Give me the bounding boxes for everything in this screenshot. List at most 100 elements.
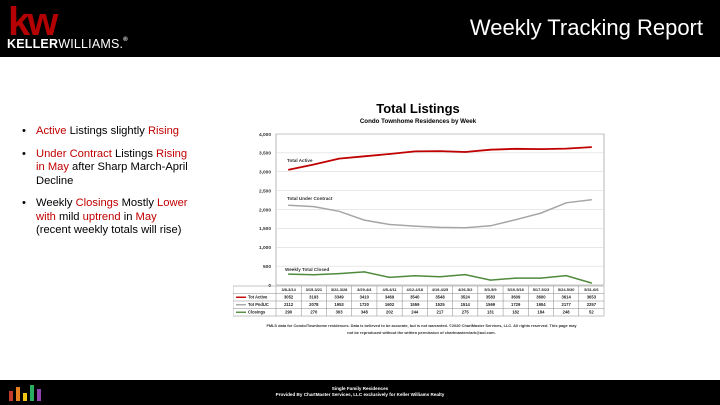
x-tick-label: 4/26-5/2 [458, 287, 473, 292]
bullet-text-segment: Weekly [36, 197, 76, 209]
y-tick-label: 2,500 [259, 188, 271, 194]
data-label: 3193 [309, 295, 319, 300]
data-label: 3600 [536, 295, 546, 300]
bullet-item-2: Under Contract Listings Rising in May af… [22, 148, 192, 189]
bullet-text-segment: Lower with [36, 197, 188, 223]
data-point [388, 153, 391, 155]
bullet-text-segment: in [120, 210, 136, 223]
data-label: 1569 [486, 302, 496, 307]
legend-entry: Tot PndUC [248, 302, 269, 307]
bullet-text-segment: May [135, 210, 157, 223]
data-label: 1559 [410, 302, 420, 307]
data-label: 1525 [435, 302, 445, 307]
data-point [489, 279, 492, 281]
data-point [363, 155, 366, 157]
keller-williams-logo-icon: kw [8, 4, 62, 40]
data-label: 1720 [360, 302, 370, 307]
data-label: 217 [437, 310, 445, 315]
data-label: 2078 [309, 302, 319, 307]
x-tick-label: 5/31-6/6 [584, 287, 599, 292]
data-point [414, 150, 416, 153]
data-point [313, 163, 315, 166]
data-point [540, 148, 542, 150]
data-point [338, 210, 340, 212]
data-point [439, 276, 441, 278]
data-label: 2112 [284, 302, 294, 307]
logo-bar [37, 389, 41, 401]
data-label: 3349 [334, 295, 344, 300]
data-point [565, 274, 567, 277]
legend-entry: Tot Active [248, 295, 268, 300]
data-label: 1729 [511, 302, 521, 307]
bullet-text-segment: Under Contract [36, 147, 112, 160]
series-line-label: Total Active [287, 158, 313, 163]
data-point [287, 169, 290, 171]
data-label: 52 [589, 310, 594, 315]
bullet-text-segment: (recent weekly totals will rise) [36, 224, 182, 236]
data-point [414, 225, 416, 227]
data-point [287, 204, 290, 206]
logo-bar [9, 391, 13, 401]
data-label: 3548 [435, 295, 445, 300]
data-point [540, 212, 542, 214]
data-label: 3469 [385, 295, 395, 300]
chart-footnote-line: not be reproduced without the written pe… [347, 330, 495, 335]
bullet-item-1: Active Listings slightly Rising [22, 125, 192, 139]
data-label: 3653 [587, 295, 597, 300]
data-point [590, 282, 593, 284]
x-tick-label: 5/24-5/30 [558, 287, 574, 292]
data-label: 303 [336, 310, 344, 315]
data-label: 182 [512, 310, 520, 315]
y-tick-label: 3,500 [259, 151, 271, 157]
data-label: 1602 [385, 302, 395, 307]
data-label: 3609 [511, 295, 521, 300]
data-label: 348 [361, 310, 369, 315]
y-tick-label: 1,500 [259, 226, 271, 232]
data-point [464, 227, 466, 229]
bullet-text-segment: Listings [111, 147, 157, 160]
y-tick-label: 1,000 [259, 245, 271, 251]
data-label: 1514 [461, 302, 471, 307]
data-label: 3583 [486, 295, 496, 300]
data-point [464, 273, 466, 276]
data-point [363, 271, 366, 273]
data-label: 244 [411, 310, 419, 315]
bullet-text-segment: Closings [75, 197, 119, 209]
data-point [388, 276, 391, 279]
header-bar: kw KELLERWILLIAMS.® Weekly Tracking Repo… [0, 0, 720, 57]
bullet-text-segment: after Sharp March-April Decline [36, 161, 188, 187]
y-tick-label: 2,000 [259, 207, 271, 213]
chart-subtitle: Condo Townhome Residences by Week [360, 118, 477, 125]
data-point [565, 147, 567, 150]
data-label: 290 [285, 310, 293, 315]
bullet-item-3: Weekly Closings Mostly Lower with mild u… [22, 197, 192, 238]
data-point [363, 219, 366, 221]
data-label: 3410 [360, 295, 370, 300]
chart-title: Total Listings [376, 101, 460, 116]
data-point [287, 273, 290, 275]
data-label: 270 [310, 310, 318, 315]
page-title: Weekly Tracking Report [469, 15, 703, 40]
bullet-text-segment: Active [36, 125, 67, 137]
x-tick-label: 4/12-4/18 [407, 287, 424, 292]
data-label: 184 [537, 310, 545, 315]
logo-bar [16, 387, 20, 401]
series-line-label: Total Under Contract [287, 196, 333, 201]
footer-line-1: Single Family Residences [331, 386, 389, 391]
bullet-text-segment: mild [55, 210, 83, 223]
data-label: 248 [563, 310, 571, 315]
data-label: 3524 [461, 295, 471, 300]
bullet-text-segment: Rising in May [36, 147, 188, 174]
bullet-text-segment: Listings slightly [66, 125, 148, 137]
data-point [514, 148, 517, 150]
data-point [514, 219, 517, 221]
x-tick-label: 5/17-5/23 [533, 287, 550, 292]
data-point [514, 277, 517, 279]
logo-mark-text: kw [8, 4, 59, 40]
data-point [489, 225, 492, 227]
logo-registered-mark: ® [123, 37, 128, 43]
y-tick-label: 3,000 [259, 170, 271, 176]
data-point [313, 274, 315, 276]
data-label: 131 [487, 310, 495, 315]
data-point [414, 275, 416, 277]
